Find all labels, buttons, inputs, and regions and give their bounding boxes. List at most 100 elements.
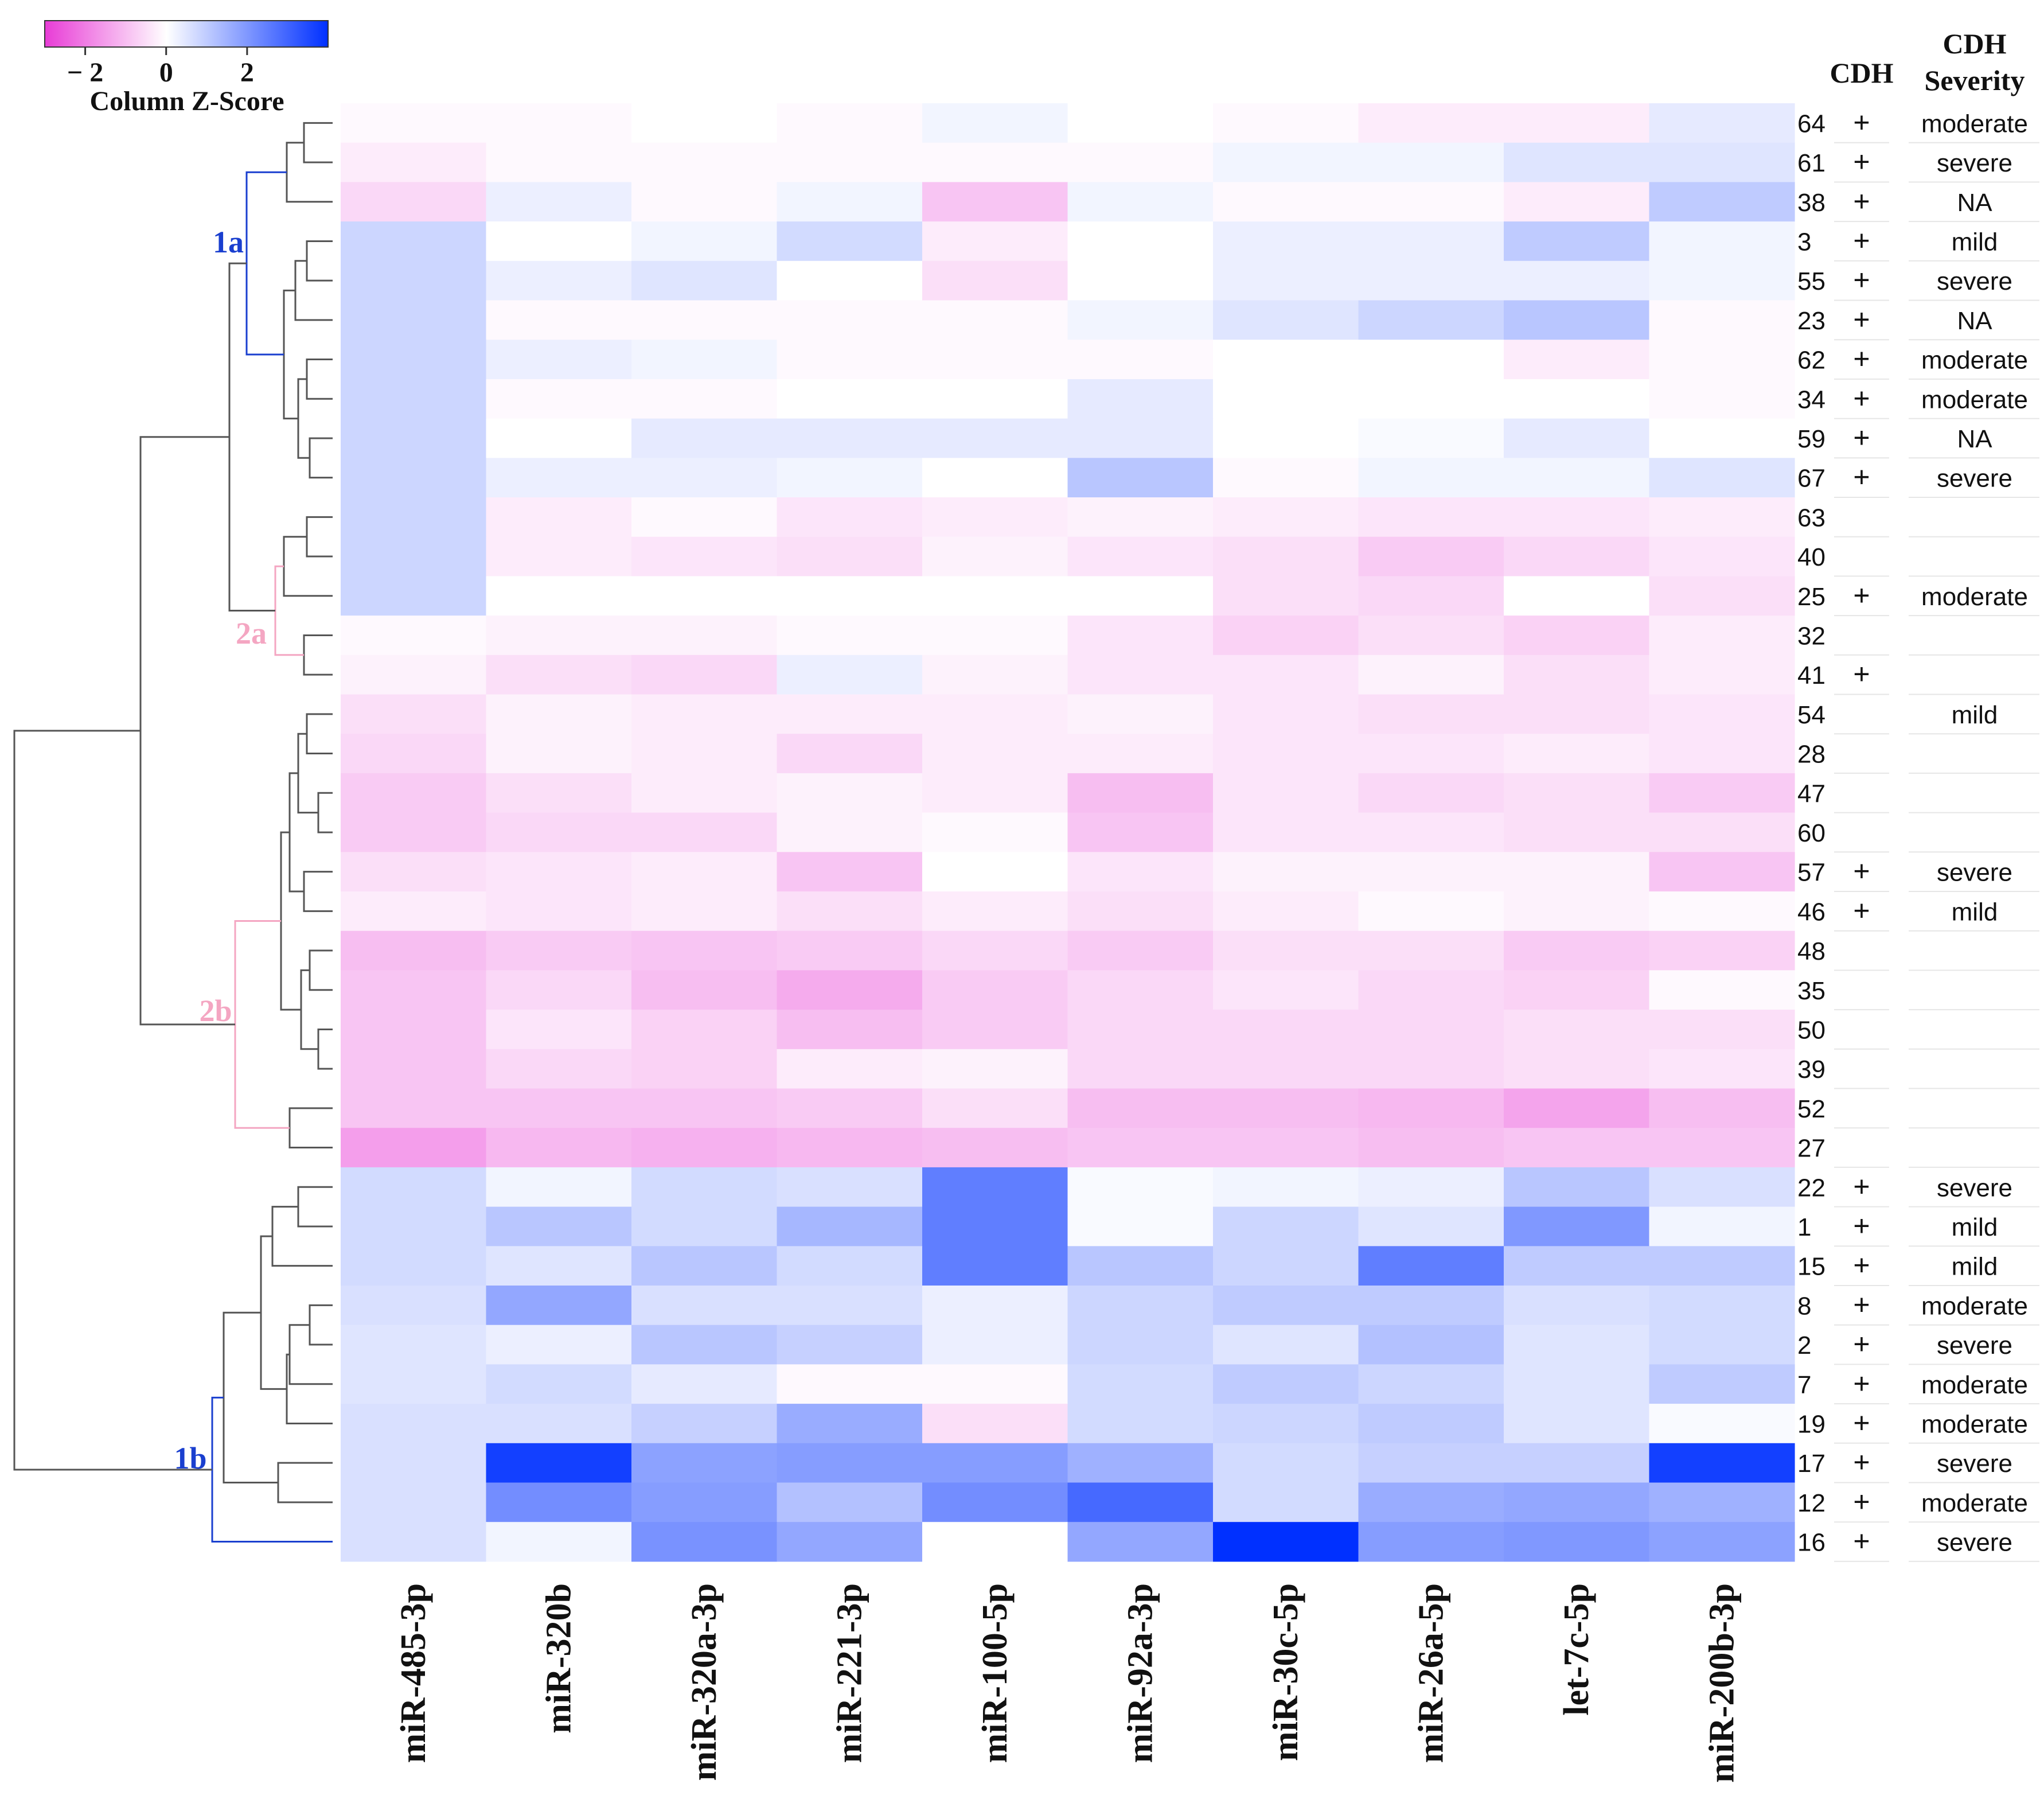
heatmap-cell (486, 1364, 632, 1404)
heatmap-cell (1067, 1404, 1214, 1444)
heatmap-cell (1213, 616, 1359, 656)
heatmap-cell (1358, 340, 1504, 380)
heatmap-cell (1649, 1088, 1795, 1128)
heatmap-cell (922, 1206, 1068, 1247)
heatmap-cell (1649, 1404, 1795, 1444)
heatmap-cell (341, 300, 487, 340)
heatmap-cell (922, 1364, 1068, 1404)
heatmap-cell (922, 497, 1068, 538)
row-cdh-flag: + (1853, 1170, 1870, 1202)
heatmap-cell (1358, 379, 1504, 419)
heatmap-cell (341, 142, 487, 182)
heatmap-cell (1504, 142, 1650, 182)
heatmap-cell (1649, 773, 1795, 813)
heatmap-cell (1504, 773, 1650, 813)
heatmap-cell (631, 1443, 778, 1483)
heatmap-cell (341, 260, 487, 301)
color-key: − 2 0 2 Column Z-Score (44, 20, 329, 116)
row-sample-label: 55 (1797, 267, 1825, 295)
heatmap-cell (1358, 1404, 1504, 1444)
dendrogram-branch (317, 792, 333, 834)
column-label: miR-200b-3p (1702, 1583, 1741, 1783)
heatmap-cell (1649, 103, 1795, 143)
heatmap-cell (777, 812, 923, 852)
row-sample-label: 35 (1797, 977, 1825, 1005)
row-sample-label: 1 (1797, 1213, 1811, 1241)
heatmap-cell (486, 576, 632, 616)
heatmap-cell (1358, 852, 1504, 892)
heatmap-cell (486, 497, 632, 538)
row-severity-label: NA (1957, 307, 1992, 335)
heatmap-cell (1213, 142, 1359, 182)
heatmap-cell (1504, 930, 1650, 971)
heatmap-cell (1504, 1010, 1650, 1050)
row-sample-label: 61 (1797, 149, 1825, 177)
heatmap-cell (631, 812, 778, 852)
row-severity-label: moderate (1921, 1371, 2028, 1399)
heatmap-cell (1504, 182, 1650, 222)
heatmap-cell (1067, 1206, 1214, 1247)
heatmap-cell (1358, 103, 1504, 143)
heatmap-cell (631, 142, 778, 182)
heatmap-cell (1358, 930, 1504, 971)
heatmap-cell (341, 1167, 487, 1208)
heatmap-cell (1649, 1364, 1795, 1404)
dendrogram-branch (288, 1107, 333, 1149)
row-cdh-flag: + (1853, 579, 1870, 612)
heatmap-cell (631, 300, 778, 340)
column-label: miR-100-5p (976, 1583, 1015, 1763)
heatmap-cell (1213, 930, 1359, 971)
row-sample-label: 67 (1797, 465, 1825, 493)
heatmap-cell (1213, 655, 1359, 695)
heatmap-cell (1504, 576, 1650, 616)
row-sample-label: 25 (1797, 583, 1825, 611)
heatmap-cell (341, 812, 487, 852)
heatmap-cell (1649, 340, 1795, 380)
heatmap-cell (777, 655, 923, 695)
heatmap-cell (1358, 576, 1504, 616)
heatmap-cell (631, 379, 778, 419)
row-sample-label: 62 (1797, 346, 1825, 375)
heatmap-cell (1213, 852, 1359, 892)
heatmap-cell (1649, 930, 1795, 971)
heatmap-cell (1649, 812, 1795, 852)
heatmap-cell (1358, 1364, 1504, 1404)
row-sample-label: 23 (1797, 307, 1825, 335)
heatmap-cell (631, 1482, 778, 1522)
heatmap-cell (1358, 260, 1504, 301)
dendrogram-branch (309, 949, 333, 991)
heatmap-cell (1213, 734, 1359, 774)
heatmap-cell (1067, 1482, 1214, 1522)
heatmap-cell (486, 1325, 632, 1365)
heatmap-cell (486, 655, 632, 695)
heatmap-cell (1067, 497, 1214, 538)
heatmap-cell (777, 1482, 923, 1522)
heatmap-cell (777, 930, 923, 971)
heatmap-cell (1213, 576, 1359, 616)
heatmap-cell (1067, 734, 1214, 774)
heatmap-cell (631, 891, 778, 932)
heatmap-cell (1504, 340, 1650, 380)
heatmap-cell (1067, 616, 1214, 656)
row-sample-label: 47 (1797, 780, 1825, 808)
heatmap-cell (1213, 1246, 1359, 1286)
heatmap-cell (1649, 1010, 1795, 1050)
heatmap-cell (1649, 300, 1795, 340)
row-severity-label: moderate (1921, 110, 2028, 138)
heatmap-cell (1213, 694, 1359, 734)
row-sample-label: 8 (1797, 1292, 1811, 1320)
heatmap-cell (922, 891, 1068, 932)
heatmap-cell (1504, 221, 1650, 262)
heatmap-cell (1358, 616, 1504, 656)
heatmap-cell (1358, 694, 1504, 734)
heatmap-cell (1358, 1286, 1504, 1326)
heatmap-cell (486, 300, 632, 340)
heatmap-cell (777, 1246, 923, 1286)
dendrogram-branch (317, 1028, 333, 1070)
row-sample-label: 59 (1797, 425, 1825, 453)
heatmap-cell (1649, 1286, 1795, 1326)
heatmap-cell (1067, 1286, 1214, 1326)
heatmap-cell (1358, 891, 1504, 932)
heatmap-cell (486, 1522, 632, 1562)
heatmap-cell (631, 260, 778, 301)
